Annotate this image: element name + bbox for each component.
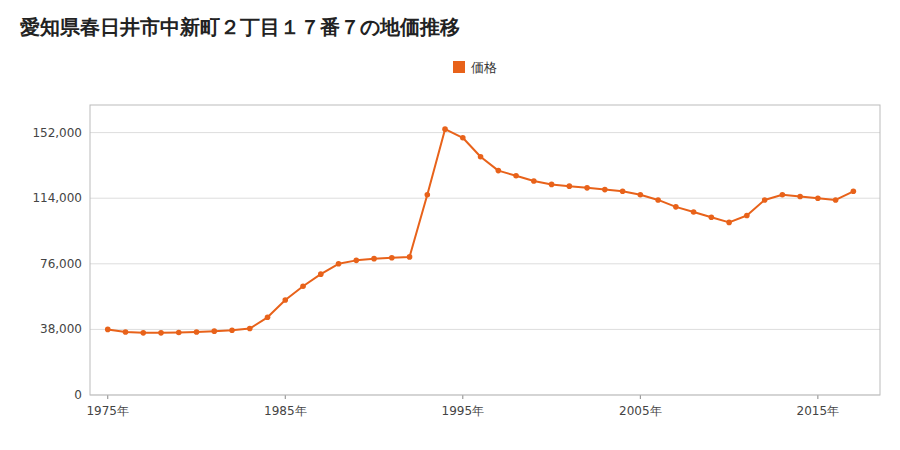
point xyxy=(513,173,519,179)
point xyxy=(833,197,839,203)
point xyxy=(353,258,359,264)
point xyxy=(655,197,661,203)
line xyxy=(108,129,854,333)
point xyxy=(496,168,502,174)
point xyxy=(691,209,697,215)
x-tick-label: 2005年 xyxy=(619,404,662,418)
point xyxy=(140,330,146,336)
plot-frame xyxy=(90,105,880,395)
y-tick-label: 114,000 xyxy=(32,191,82,205)
point xyxy=(602,187,608,193)
point xyxy=(638,192,644,198)
point xyxy=(726,220,732,226)
y-tick-label: 38,000 xyxy=(40,322,82,336)
point xyxy=(371,256,377,262)
legend-label: 価格 xyxy=(471,60,497,75)
point xyxy=(744,213,750,219)
point xyxy=(282,297,288,303)
y-tick-label: 0 xyxy=(74,388,82,402)
point xyxy=(265,315,271,321)
point xyxy=(442,126,448,132)
point xyxy=(389,255,395,261)
x-tick-label: 1985年 xyxy=(264,404,307,418)
x-tick xyxy=(462,395,463,399)
point xyxy=(194,329,200,335)
grid-line xyxy=(90,198,880,199)
legend-swatch xyxy=(453,61,465,73)
title: 愛知県春日井市中新町２丁目１７番７の地価推移 xyxy=(20,15,460,39)
x-tick xyxy=(285,395,286,399)
point xyxy=(815,195,821,201)
point xyxy=(762,197,768,203)
x-tick xyxy=(640,395,641,399)
point xyxy=(797,194,803,200)
point xyxy=(478,154,484,160)
grid-line xyxy=(90,132,880,133)
legend: 価格 xyxy=(453,60,497,75)
x-tick-label: 1995年 xyxy=(442,404,485,418)
point xyxy=(567,183,573,189)
point xyxy=(247,326,253,332)
x-tick xyxy=(107,395,108,399)
point xyxy=(318,271,324,277)
grid-line xyxy=(90,263,880,264)
point xyxy=(780,192,786,198)
point xyxy=(336,261,342,267)
point xyxy=(158,330,164,336)
point xyxy=(407,254,413,260)
y-grid xyxy=(90,133,880,395)
x-tick-label: 1975年 xyxy=(86,404,129,418)
point xyxy=(709,214,715,220)
y-tick-label: 76,000 xyxy=(40,257,82,271)
grid-line xyxy=(90,329,880,330)
point xyxy=(300,283,306,289)
point xyxy=(851,189,857,195)
point xyxy=(211,328,217,334)
point xyxy=(105,327,111,333)
y-tick-label: 152,000 xyxy=(32,126,82,140)
point xyxy=(176,330,182,336)
point xyxy=(531,178,537,184)
x-tick xyxy=(817,395,818,399)
point xyxy=(584,185,590,191)
point xyxy=(425,192,431,198)
point xyxy=(460,135,466,141)
point xyxy=(673,204,679,210)
point xyxy=(549,182,555,188)
point xyxy=(620,189,626,195)
data-layer xyxy=(105,126,856,335)
x-tick-label: 2015年 xyxy=(797,404,840,418)
point xyxy=(229,327,235,333)
point xyxy=(123,329,129,335)
chart: 愛知県春日井市中新町２丁目１７番７の地価推移 0 38,000 76,000 114,0… xyxy=(0,0,900,450)
